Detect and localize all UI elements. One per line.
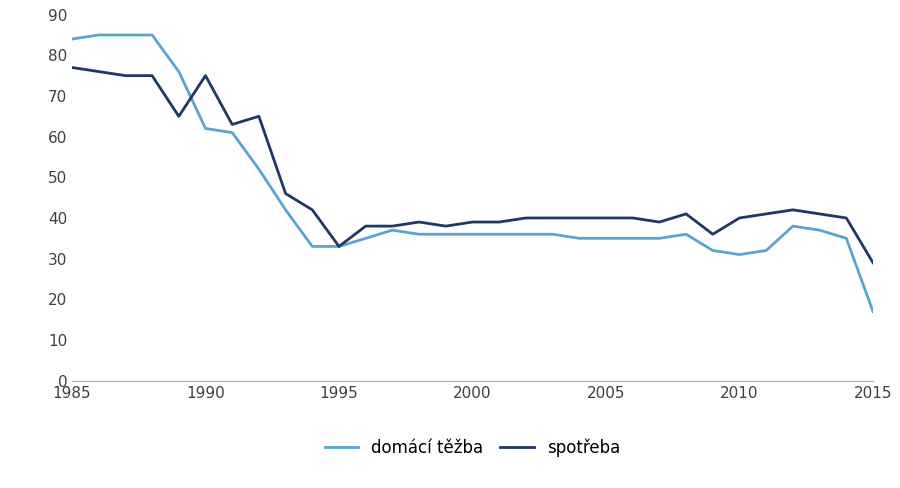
Line: spotřeba: spotřeba bbox=[72, 67, 873, 263]
spotřeba bbox=[654, 219, 665, 225]
domácí těžba bbox=[814, 227, 825, 233]
domácí těžba bbox=[334, 244, 345, 249]
domácí těžba bbox=[147, 32, 158, 38]
domácí těžba bbox=[440, 231, 451, 237]
domácí těžba bbox=[868, 308, 878, 314]
domácí těžba bbox=[200, 125, 211, 131]
Line: domácí těžba: domácí těžba bbox=[72, 35, 873, 311]
domácí těžba bbox=[627, 235, 638, 241]
domácí těžba bbox=[734, 252, 745, 258]
domácí těžba bbox=[520, 231, 531, 237]
domácí těžba bbox=[387, 227, 398, 233]
spotřeba bbox=[227, 122, 238, 127]
domácí těžba bbox=[707, 247, 718, 253]
domácí těžba bbox=[600, 235, 611, 241]
domácí těžba bbox=[680, 231, 691, 237]
spotřeba bbox=[707, 231, 718, 237]
spotřeba bbox=[414, 219, 425, 225]
spotřeba bbox=[547, 215, 558, 221]
spotřeba bbox=[254, 113, 265, 119]
spotřeba bbox=[760, 211, 771, 217]
domácí těžba bbox=[414, 231, 425, 237]
domácí těžba bbox=[280, 207, 291, 213]
domácí těžba bbox=[94, 32, 104, 38]
spotřeba bbox=[841, 215, 851, 221]
spotřeba bbox=[627, 215, 638, 221]
domácí těžba bbox=[574, 235, 585, 241]
domácí těžba bbox=[307, 244, 318, 249]
spotřeba bbox=[520, 215, 531, 221]
spotřeba bbox=[120, 73, 130, 79]
spotřeba bbox=[600, 215, 611, 221]
spotřeba bbox=[788, 207, 798, 213]
domácí těžba bbox=[547, 231, 558, 237]
spotřeba bbox=[360, 223, 371, 229]
domácí těžba bbox=[654, 235, 665, 241]
spotřeba bbox=[174, 113, 184, 119]
domácí těžba bbox=[841, 235, 851, 241]
spotřeba bbox=[868, 260, 878, 265]
spotřeba bbox=[387, 223, 398, 229]
domácí těžba bbox=[788, 223, 798, 229]
spotřeba bbox=[307, 207, 318, 213]
domácí těžba bbox=[254, 166, 265, 172]
spotřeba bbox=[574, 215, 585, 221]
spotřeba bbox=[494, 219, 505, 225]
domácí těžba bbox=[120, 32, 130, 38]
spotřeba bbox=[334, 244, 345, 249]
spotřeba bbox=[280, 191, 291, 197]
spotřeba bbox=[814, 211, 825, 217]
spotřeba bbox=[680, 211, 691, 217]
domácí těžba bbox=[227, 130, 238, 136]
spotřeba bbox=[467, 219, 478, 225]
spotřeba bbox=[440, 223, 451, 229]
spotřeba bbox=[94, 69, 104, 75]
spotřeba bbox=[67, 64, 77, 70]
domácí těžba bbox=[760, 247, 771, 253]
Legend: domácí těžba, spotřeba: domácí těžba, spotřeba bbox=[318, 432, 627, 464]
spotřeba bbox=[734, 215, 745, 221]
domácí těžba bbox=[174, 69, 184, 75]
spotřeba bbox=[147, 73, 158, 79]
domácí těžba bbox=[360, 235, 371, 241]
domácí těžba bbox=[467, 231, 478, 237]
domácí těžba bbox=[494, 231, 505, 237]
spotřeba bbox=[200, 73, 211, 79]
domácí těžba bbox=[67, 36, 77, 42]
